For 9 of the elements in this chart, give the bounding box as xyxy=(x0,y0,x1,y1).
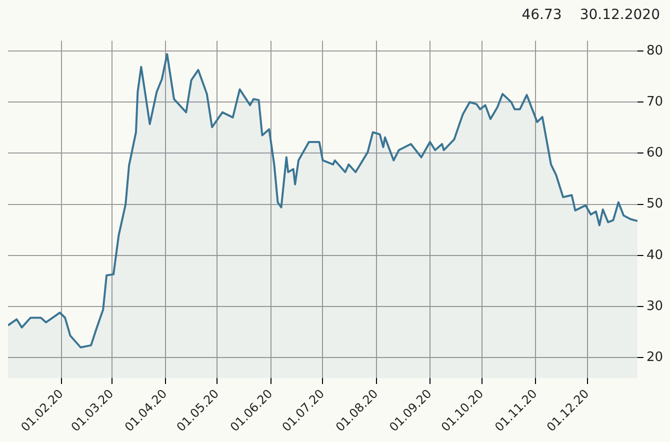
y-tick-label: 20 xyxy=(646,350,664,365)
y-tick-label: 50 xyxy=(646,196,664,212)
y-tick-label: 40 xyxy=(646,248,664,263)
y-tick-label: 60 xyxy=(646,146,664,161)
y-tick-label: 70 xyxy=(646,94,664,110)
y-tick-label: 80 xyxy=(646,43,664,58)
text: 46.73 xyxy=(522,7,562,23)
text: 30.12.2020 xyxy=(580,7,660,23)
y-tick-label: 30 xyxy=(646,298,664,314)
